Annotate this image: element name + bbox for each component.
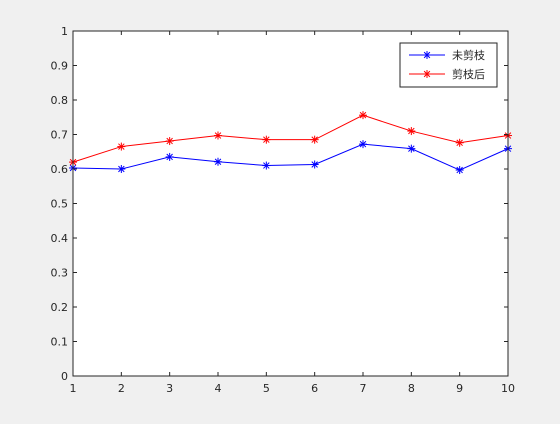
- plot-area: [73, 31, 508, 376]
- data-point-s1-7: [359, 140, 367, 149]
- legend-marker-2: [423, 70, 431, 78]
- data-point-s2-2: [117, 142, 126, 151]
- data-point-s2-4: [214, 131, 222, 140]
- y-tick-label-0.1: 0.1: [51, 336, 69, 349]
- x-tick-label-10: 10: [501, 382, 515, 395]
- x-tick-label-6: 6: [311, 382, 318, 395]
- y-tick-label-1: 1: [61, 25, 68, 38]
- y-tick-label-0.7: 0.7: [51, 129, 69, 142]
- data-point-s2-5: [262, 135, 271, 144]
- x-tick-label-5: 5: [263, 382, 270, 395]
- data-point-s1-5: [262, 161, 271, 170]
- y-tick-label-0.2: 0.2: [51, 301, 69, 314]
- x-tick-label-2: 2: [118, 382, 125, 395]
- data-point-s1-3: [165, 152, 174, 161]
- y-tick-label-0: 0: [61, 370, 68, 383]
- legend-label-2: 剪枝后: [452, 67, 485, 81]
- legend-marker-1: [423, 51, 431, 59]
- data-point-s1-9: [455, 166, 464, 175]
- data-point-s1-8: [407, 144, 416, 153]
- legend-label-1: 未剪枝: [452, 48, 485, 62]
- data-point-s2-9: [455, 138, 464, 147]
- x-tick-label-4: 4: [215, 382, 222, 395]
- data-point-s1-2: [117, 165, 126, 173]
- y-tick-label-0.5: 0.5: [51, 198, 69, 211]
- x-tick-label-1: 1: [70, 382, 77, 395]
- data-point-s2-3: [165, 137, 174, 146]
- data-point-s2-8: [407, 127, 416, 136]
- x-tick-label-7: 7: [360, 382, 367, 395]
- legend-box: [399, 42, 498, 88]
- y-tick-label-0.4: 0.4: [51, 232, 69, 245]
- x-tick-label-9: 9: [456, 382, 463, 395]
- y-tick-label-0.3: 0.3: [51, 267, 69, 280]
- data-point-s2-6: [310, 135, 319, 144]
- data-point-s2-7: [359, 111, 367, 120]
- data-point-s1-6: [310, 160, 319, 169]
- x-tick-label-8: 8: [408, 382, 415, 395]
- data-point-s1-4: [214, 157, 222, 166]
- series-line-2: [72, 114, 509, 163]
- x-tick-label-3: 3: [166, 382, 173, 395]
- series-line-1: [72, 143, 509, 171]
- y-tick-label-0.6: 0.6: [51, 163, 69, 176]
- y-tick-label-0.9: 0.9: [51, 60, 69, 73]
- y-tick-label-0.8: 0.8: [51, 94, 69, 107]
